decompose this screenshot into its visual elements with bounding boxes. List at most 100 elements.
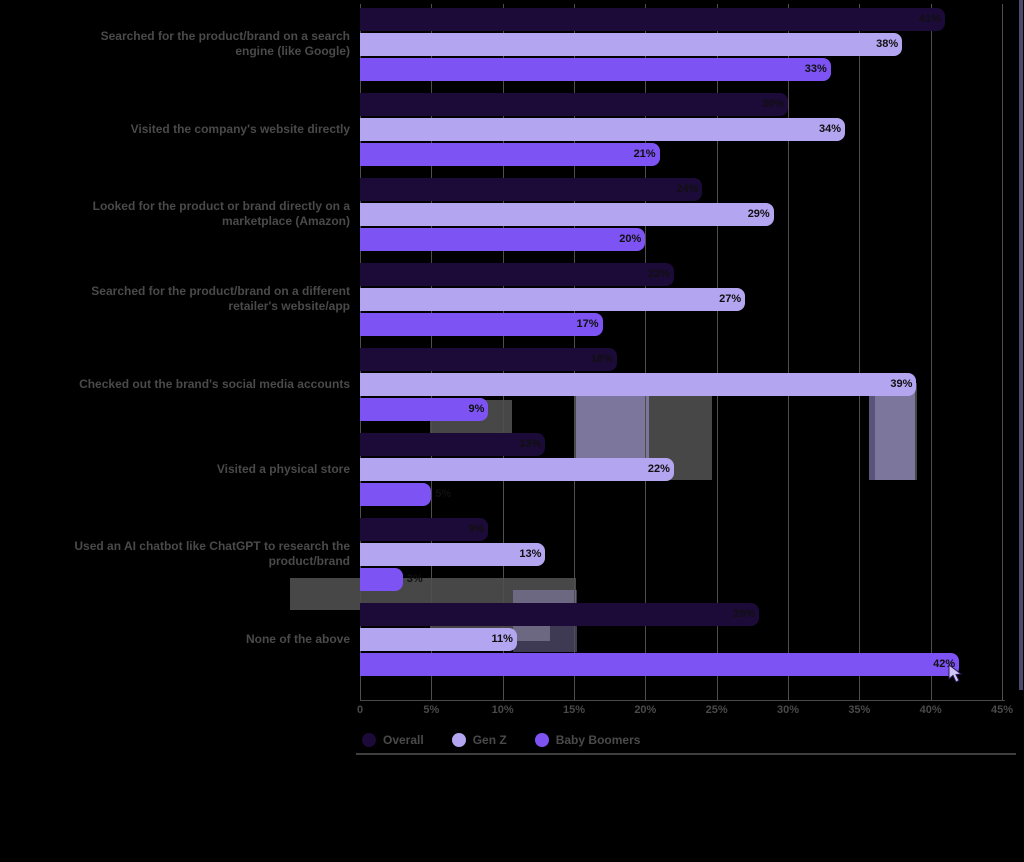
bar-gen-z[interactable] [360,458,674,481]
bar-value-label: 11% [491,633,513,645]
bar-value-label: 28% [733,608,756,620]
bar-gen-z[interactable] [360,203,774,226]
category-label-line: retailer's website/app [228,299,350,313]
category-label-line: Used an AI chatbot like ChatGPT to resea… [74,539,350,553]
bar-overall[interactable] [360,603,760,626]
mouse-cursor-icon [948,664,963,683]
bar-value-label: 5% [435,488,452,500]
legend-label: Gen Z [472,733,507,747]
bar-baby-boomers[interactable] [360,143,660,166]
bar-value-label: 9% [468,403,485,415]
bar-baby-boomers[interactable] [360,313,603,336]
scrollbar[interactable] [1019,0,1023,690]
bar-gen-z[interactable] [360,288,746,311]
bar-overall[interactable] [360,93,788,116]
bar-gen-z[interactable] [360,543,546,566]
category-label-line: Visited the company's website directly [130,121,350,136]
bar-baby-boomers[interactable] [360,398,489,421]
legend: Overall Gen Z Baby Boomers [362,733,640,747]
x-tick-label: 40% [919,704,942,716]
x-tick-label: 10% [491,704,514,716]
gridline-20% [645,4,647,701]
category-label: Searched for the product/brand on a sear… [0,29,350,59]
gridline-35% [859,4,861,701]
bar-baby-boomers[interactable] [360,228,646,251]
bar-baby-boomers[interactable] [360,568,403,591]
bar-overall[interactable] [360,348,617,371]
gridline-45% [1002,4,1003,701]
legend-divider [356,753,1016,755]
bar-overall[interactable] [360,518,489,541]
bar-value-label: 22% [647,463,670,475]
category-label: None of the above [0,632,350,647]
bar-overall[interactable] [360,263,674,286]
bar-baby-boomers[interactable] [360,653,960,676]
category-label-line: Searched for the product/brand on a diff… [91,284,350,298]
category-label-line: Searched for the product/brand on a sear… [100,29,350,43]
category-label: Used an AI chatbot like ChatGPT to resea… [0,539,350,569]
x-tick-label: 30% [776,704,800,716]
bar-gen-z[interactable] [360,33,903,56]
bar-baby-boomers[interactable] [360,58,831,81]
bar-value-label: 39% [890,378,913,390]
bar-value-label: 13% [519,548,542,560]
legend-dot-icon [362,733,376,747]
bar-gen-z[interactable] [360,628,517,651]
bar-value-label: 24% [676,183,699,195]
bar-baby-boomers[interactable] [360,483,432,506]
bar-gen-z[interactable] [360,373,917,396]
bar-value-label: 17% [576,318,599,330]
category-label-line: Visited a physical store [216,461,350,476]
gridline-40% [930,4,932,701]
bar-overall[interactable] [360,433,546,456]
x-tick-label: 5% [423,704,440,716]
bar-value-label: 3% [406,573,423,585]
legend-dot-icon [534,733,549,747]
bar-value-label: 33% [804,63,827,75]
x-tick-label: 20% [634,704,657,716]
category-label-line: marketplace (Amazon) [221,214,350,228]
category-label-line: Looked for the product or brand directly… [92,199,350,213]
bar-value-label: 27% [719,293,742,305]
render-artifact [869,383,915,480]
bar-gen-z[interactable] [360,118,846,141]
legend-label: Baby Boomers [555,733,641,747]
gridline-30% [788,4,789,701]
bar-value-label: 41% [918,13,941,25]
category-label: Looked for the product or brand directly… [0,199,350,229]
bar-overall[interactable] [360,8,945,31]
legend-item-baby-boomers[interactable]: Baby Boomers [534,733,641,747]
plot-area: 41% 30% 24% 22% 18% 13% 9% 28% 38% 34% 29% 27% 39% 22… [360,0,1020,701]
bar-value-label: 30% [761,98,784,110]
x-tick-label: 25% [705,704,728,716]
category-label-line: product/brand [268,554,350,568]
category-label-line: engine (like Google) [235,44,350,58]
bar-value-label: 29% [747,208,770,220]
bar-value-label: 18% [590,353,613,365]
bar-value-label: 38% [876,38,899,50]
category-label: Visited the company's website directly [0,122,350,137]
x-tick-label: 45% [990,704,1014,716]
category-label-line: Checked out the brand's social media acc… [79,376,350,391]
x-tick-label: 0 [356,704,364,716]
x-tick-label: 15% [562,704,586,716]
bar-value-label: 13% [519,438,542,450]
x-tick-label: 35% [848,704,871,716]
bar-value-label: 34% [819,123,842,135]
category-label: Searched for the product/brand on a diff… [0,284,350,314]
legend-item-gen-z[interactable]: Gen Z [451,733,507,747]
gridline-25% [716,4,718,701]
legend-item-overall[interactable]: Overall [362,733,424,747]
category-label-line: None of the above [245,631,350,646]
bar-value-label: 22% [647,268,670,280]
x-axis-line [360,700,1005,701]
category-axis: Searched for the product/brand on a sear… [0,0,352,700]
category-label: Checked out the brand's social media acc… [0,377,350,392]
legend-label: Overall [383,733,424,747]
bar-value-label: 9% [468,523,485,535]
legend-dot-icon [451,733,466,747]
bar-value-label: 21% [633,148,656,160]
bar-overall[interactable] [360,178,703,201]
category-label: Visited a physical store [0,462,350,477]
